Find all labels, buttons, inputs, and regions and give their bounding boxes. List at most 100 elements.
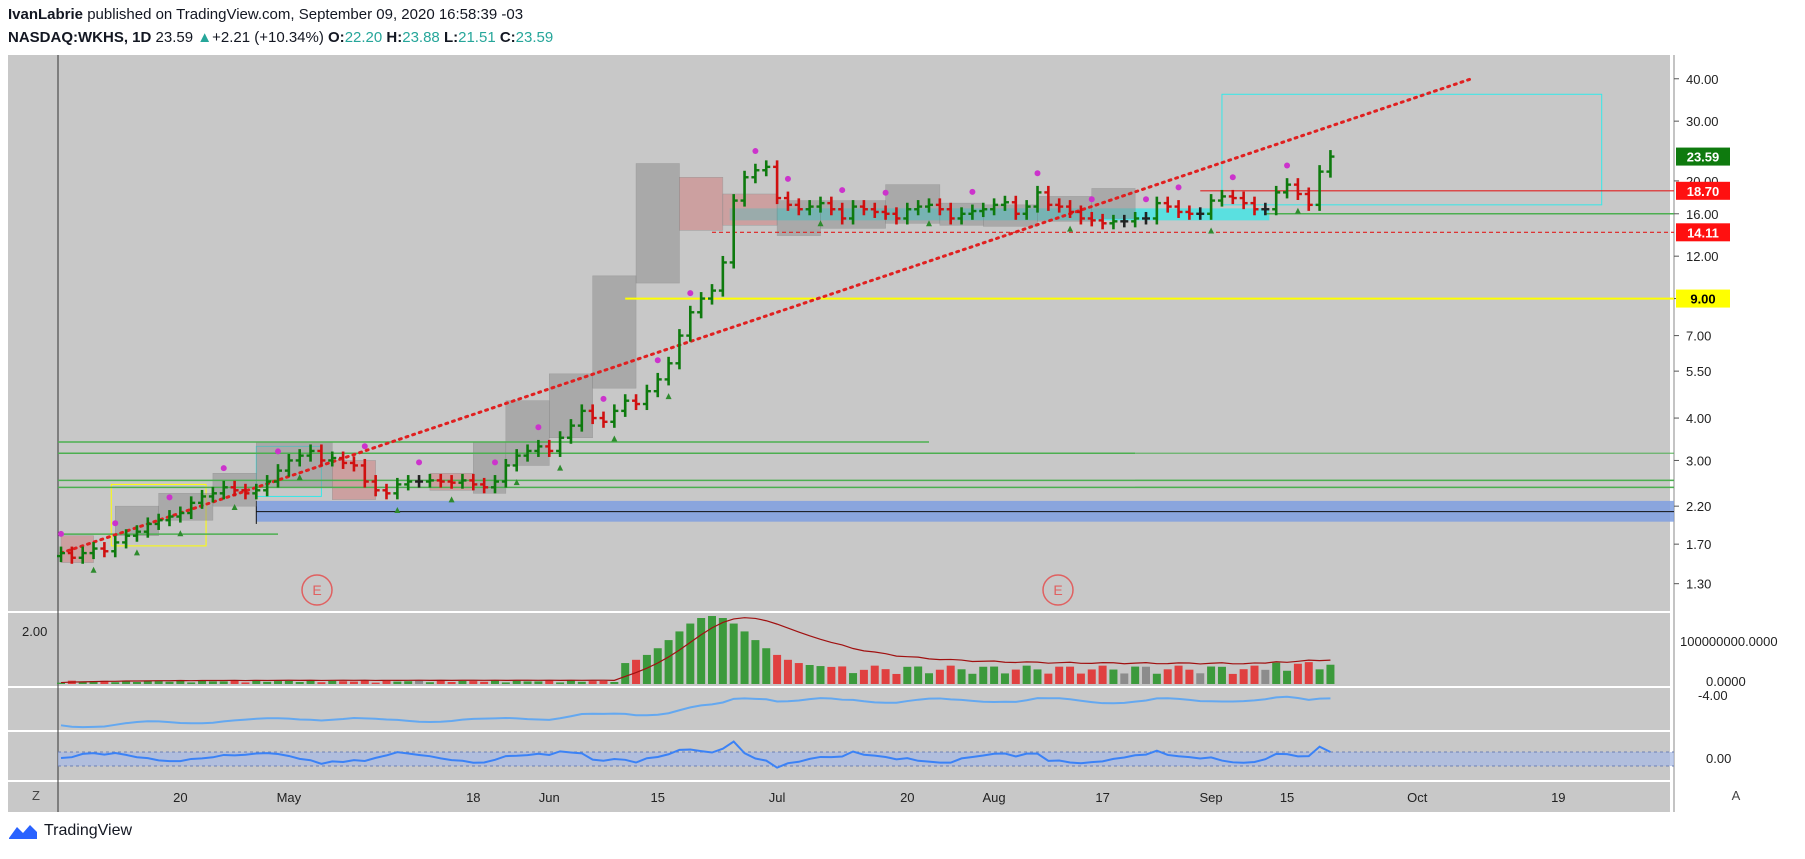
- volume-bar-36: [447, 681, 456, 684]
- ohlc-bar-44: [534, 439, 543, 457]
- oscillator-line-1: [60, 695, 1331, 729]
- volume-bar-84: [968, 673, 977, 684]
- volume-bar-95: [1087, 669, 1096, 684]
- price-level-bg-3: [1676, 289, 1730, 308]
- ohlc-bar-102: [1163, 196, 1172, 213]
- volume-bar-11: [176, 680, 185, 684]
- volume-bar-75: [870, 665, 879, 684]
- ohlc-bar-51: [610, 404, 619, 428]
- signal-dot-22: [1284, 162, 1291, 169]
- brand-name: TradingView: [44, 822, 133, 839]
- price-level-label-3: 9.00: [1676, 289, 1730, 308]
- volume-bar-103: [1174, 665, 1183, 684]
- ohlc-bar-49: [588, 404, 597, 425]
- volume-bar-23: [306, 680, 315, 684]
- oscillator-1-label: -4.00: [1698, 688, 1728, 703]
- signal-triangle-3: [231, 504, 238, 511]
- open-value: 22.20: [344, 29, 383, 46]
- volume-bar-66: [773, 654, 782, 684]
- price-level-label-1: 18.70: [1676, 181, 1730, 200]
- price-level-label-2: 14.11: [1676, 223, 1730, 242]
- publish-info: IvanLabrie published on TradingView.com,…: [8, 6, 523, 23]
- volume-bar-69: [805, 665, 814, 684]
- footer-brand[interactable]: TradingView: [8, 822, 132, 840]
- ohlc-bar-70: [816, 196, 825, 213]
- ohlc-bar-77: [892, 207, 901, 225]
- range-box-13: [722, 193, 778, 226]
- ohlc-bar-99: [1131, 211, 1140, 228]
- ohlc-bar-4: [100, 542, 109, 558]
- ohlc-bar-34: [425, 473, 434, 488]
- ohlc-bar-1: [67, 546, 76, 564]
- volume-right-label-0: 100000000.0000: [1680, 634, 1778, 649]
- ohlc-bar-29: [371, 475, 380, 497]
- tradingview-logo-icon: [9, 825, 37, 839]
- ohlc-bar-79: [914, 200, 923, 216]
- price-level-text-2: 14.11: [1687, 225, 1719, 240]
- oscillator-pane-1[interactable]: [8, 688, 1670, 730]
- volume-bar-34: [425, 682, 434, 684]
- ohlc-bar-84: [968, 204, 977, 220]
- volume-bar-56: [664, 640, 673, 684]
- ohlc-bar-114: [1293, 178, 1302, 201]
- ohlc-bar-20: [274, 464, 282, 488]
- ohlc-bar-98: [1120, 214, 1129, 228]
- ohlc-bar-10: [165, 510, 174, 527]
- volume-bar-78: [903, 666, 912, 684]
- ohlc-bar-11: [176, 506, 185, 523]
- ohlc-bar-21: [284, 453, 293, 477]
- time-tick-label-4: 15: [651, 790, 665, 805]
- volume-bar-57: [675, 631, 684, 684]
- symbol-label[interactable]: NASDAQ:WKHS, 1D: [8, 29, 152, 46]
- volume-bar-21: [284, 680, 293, 684]
- volume-bar-3: [89, 681, 98, 684]
- ohlc-bar-31: [393, 477, 402, 500]
- signal-triangle-7: [513, 479, 520, 486]
- ohlc-bar-112: [1272, 185, 1281, 216]
- high-label: H:: [386, 29, 403, 46]
- volume-bar-9: [154, 681, 163, 684]
- range-box-12: [679, 177, 724, 231]
- price-tick-label-3: 16.00: [1686, 207, 1719, 222]
- signal-triangle-6: [448, 496, 455, 503]
- ohlc-bar-32: [404, 475, 413, 491]
- ohlc-bar-8: [143, 517, 152, 538]
- volume-bar-42: [512, 680, 521, 684]
- volume-bar-104: [1185, 669, 1194, 684]
- volume-bar-91: [1044, 673, 1053, 684]
- volume-bar-112: [1272, 662, 1281, 684]
- signal-triangle-1: [133, 549, 140, 556]
- signal-dot-8: [535, 424, 542, 431]
- ohlc-bar-116: [1315, 165, 1324, 211]
- volume-bar-88: [1011, 669, 1020, 684]
- volume-bar-18: [252, 680, 261, 684]
- ohlc-bar-24: [317, 444, 326, 467]
- volume-bar-60: [708, 616, 716, 684]
- volume-bar-26: [339, 681, 348, 684]
- signal-dot-6: [416, 459, 423, 466]
- ohlc-bar-103: [1174, 200, 1183, 218]
- volume-bar-99: [1131, 666, 1140, 684]
- author-name[interactable]: IvanLabrie: [8, 6, 84, 23]
- ohlc-bar-57: [675, 329, 684, 370]
- ohlc-bar-76: [881, 205, 890, 220]
- close-value: 23.59: [515, 29, 554, 46]
- ohlc-bar-68: [794, 198, 803, 216]
- volume-bar-52: [621, 663, 630, 684]
- ohlc-bar-7: [132, 525, 141, 542]
- volume-bar-70: [816, 666, 825, 684]
- volume-bar-16: [230, 680, 239, 684]
- ohlc-bar-52: [621, 394, 630, 417]
- signal-dot-3: [220, 465, 227, 472]
- volume-bar-111: [1261, 669, 1270, 684]
- volume-bar-85: [979, 666, 988, 684]
- volume-bar-87: [1000, 673, 1009, 684]
- volume-bar-93: [1066, 666, 1075, 684]
- volume-average-line: [60, 617, 1331, 684]
- main-pane[interactable]: [8, 55, 1670, 611]
- ohlc-bar-47: [566, 419, 575, 444]
- ohlc-bar-82: [946, 202, 955, 225]
- volume-bar-10: [165, 681, 174, 684]
- time-axis[interactable]: [8, 782, 1670, 812]
